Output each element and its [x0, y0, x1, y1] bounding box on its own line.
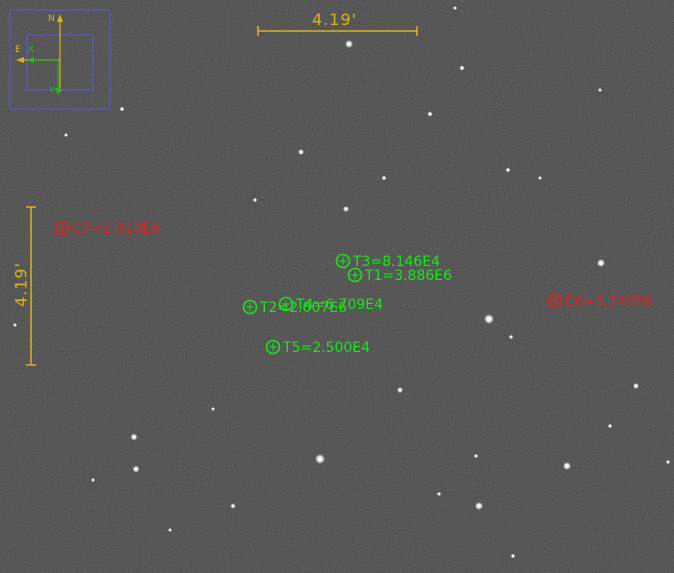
compass-east-label: E: [15, 45, 21, 55]
star: [665, 459, 671, 465]
x-arrow-icon: [27, 57, 34, 63]
star: [91, 478, 95, 482]
star: [381, 175, 387, 181]
comparison-marker-c7[interactable]: [54, 220, 70, 236]
star: [397, 387, 403, 393]
east-arrow-icon: [16, 57, 24, 63]
vertical-scale-bar: [26, 206, 36, 366]
star: [343, 206, 349, 212]
target-marker-t3[interactable]: [335, 253, 351, 269]
star: [633, 383, 639, 389]
target-label-t4: T4=6.709E4: [296, 297, 384, 313]
target-marker-t5[interactable]: [265, 339, 281, 355]
star: [315, 454, 325, 464]
star: [473, 453, 479, 459]
y-arrow-icon: [55, 88, 61, 95]
star: [298, 149, 304, 155]
target-marker-t2[interactable]: [242, 299, 258, 315]
comparison-marker-c6[interactable]: [547, 293, 563, 309]
star: [538, 176, 542, 180]
star: [130, 433, 138, 441]
compass-outer-box: [9, 9, 111, 110]
horizontal-scale-bar: [257, 26, 418, 36]
star: [508, 334, 514, 340]
star: [484, 314, 494, 324]
star: [427, 111, 433, 117]
star: [453, 6, 457, 10]
star: [119, 106, 125, 112]
star: [505, 167, 511, 173]
star: [475, 502, 483, 510]
target-label-t1: T1=3.886E6: [365, 268, 453, 284]
target-label-t2: T2=2.007E6: [260, 300, 348, 316]
star: [607, 423, 613, 429]
star: [13, 323, 17, 327]
compass-y-label: Y: [49, 86, 55, 96]
star: [252, 197, 258, 203]
target-marker-t1[interactable]: [347, 267, 363, 283]
target-label-t5: T5=2.500E4: [283, 340, 371, 356]
star: [168, 528, 172, 532]
star: [436, 491, 442, 497]
star: [64, 133, 68, 137]
star: [563, 462, 571, 470]
star: [510, 553, 516, 559]
orientation-compass: [9, 9, 111, 110]
target-marker-t4[interactable]: [278, 296, 294, 312]
star: [459, 65, 465, 71]
compass-north-label: N: [48, 14, 55, 24]
star: [211, 407, 215, 411]
stars-layer: [13, 6, 671, 559]
star: [345, 40, 353, 48]
compass-x-label: X: [28, 45, 35, 55]
target-label-t3: T3=8.146E4: [353, 254, 441, 270]
star: [597, 259, 605, 267]
star: [132, 465, 140, 473]
star: [598, 88, 602, 92]
comparison-label-c6: C6=1.747E6: [565, 294, 654, 310]
comparison-label-c7: C7=1.010E6: [72, 221, 161, 237]
north-arrow-icon: [57, 14, 63, 22]
horizontal-scale-label: 4.19': [312, 10, 358, 29]
star: [230, 503, 236, 509]
